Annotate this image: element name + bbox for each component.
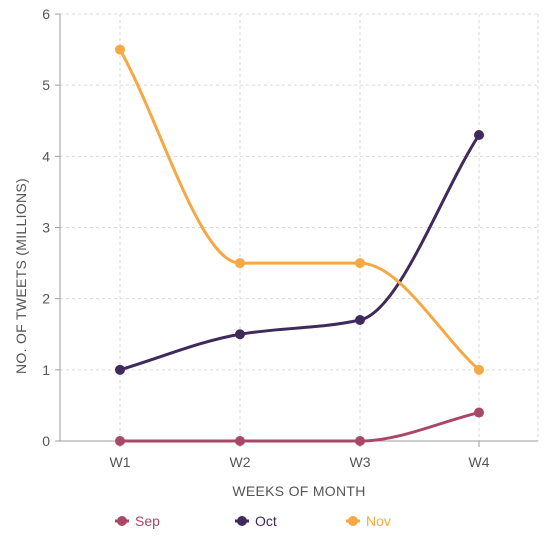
data-point-oct-w3 bbox=[355, 315, 365, 326]
legend-label: Sep bbox=[135, 513, 160, 529]
legend-label: Nov bbox=[366, 513, 391, 529]
x-tick-label: W3 bbox=[350, 454, 371, 470]
y-axis-title: NO. OF TWEETS (MILLIONS) bbox=[13, 178, 29, 374]
x-tick-label: W1 bbox=[110, 454, 131, 470]
data-point-sep-w4 bbox=[474, 407, 484, 418]
y-tick-label: 3 bbox=[42, 220, 50, 236]
data-point-nov-w1 bbox=[115, 44, 125, 55]
series-sep bbox=[115, 407, 484, 446]
legend-swatch-marker bbox=[348, 516, 358, 526]
x-tick-label: W4 bbox=[469, 454, 490, 470]
data-point-sep-w1 bbox=[115, 436, 125, 446]
data-point-oct-w1 bbox=[115, 364, 125, 375]
legend-item-nov[interactable]: Nov bbox=[346, 513, 391, 529]
data-point-sep-w2 bbox=[235, 436, 245, 446]
data-point-oct-w2 bbox=[235, 329, 245, 340]
legend-item-oct[interactable]: Oct bbox=[235, 513, 277, 529]
y-tick-label: 6 bbox=[42, 6, 50, 22]
x-axis-title: WEEKS OF MONTH bbox=[232, 483, 365, 499]
data-point-oct-w4 bbox=[474, 129, 484, 140]
data-point-sep-w3 bbox=[355, 436, 365, 446]
series-nov bbox=[115, 44, 484, 375]
series-oct bbox=[115, 129, 484, 375]
y-tick-label: 4 bbox=[42, 148, 50, 164]
legend-swatch-marker bbox=[117, 516, 127, 526]
axis-layer: 0 1 2 3 4 5 6 W1 W2 W3 W4 bbox=[42, 6, 538, 470]
legend-label: Oct bbox=[255, 513, 277, 529]
data-point-nov-w3 bbox=[355, 258, 365, 269]
data-point-nov-w4 bbox=[474, 364, 484, 375]
series-line-oct bbox=[118, 133, 481, 372]
y-tick-label: 0 bbox=[42, 433, 50, 449]
series-line-nov bbox=[118, 48, 481, 372]
labels-layer: NO. OF TWEETS (MILLIONS) WEEKS OF MONTH bbox=[13, 178, 365, 499]
series-layer bbox=[115, 44, 484, 446]
legend: Sep Oct Nov bbox=[115, 513, 391, 529]
y-tick-label: 5 bbox=[42, 77, 50, 93]
legend-swatch-marker bbox=[237, 516, 247, 526]
y-tick-label: 2 bbox=[42, 291, 50, 307]
series-line-sep bbox=[118, 411, 481, 443]
grid-layer bbox=[60, 13, 539, 441]
data-point-nov-w2 bbox=[235, 258, 245, 269]
legend-item-sep[interactable]: Sep bbox=[115, 513, 160, 529]
x-tick-label: W2 bbox=[230, 454, 251, 470]
y-tick-label: 1 bbox=[42, 362, 50, 378]
